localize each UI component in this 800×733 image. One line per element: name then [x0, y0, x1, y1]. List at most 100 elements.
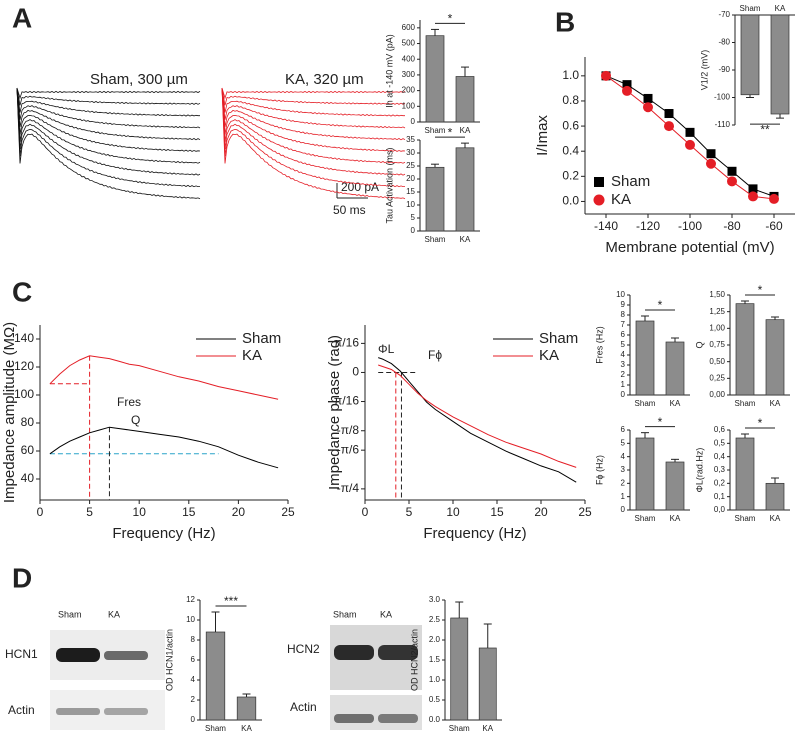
- y-tick-label: 0.5: [429, 695, 441, 704]
- trace: [16, 87, 201, 129]
- y-tick-label: 100: [402, 101, 416, 110]
- x-axis-label: Frequency (Hz): [423, 525, 526, 542]
- y-tick-label: 10: [616, 290, 625, 299]
- x-tick-label: Sham: [425, 126, 446, 135]
- y-tick-label: 1.5: [429, 655, 441, 664]
- y-tick-label: 400: [402, 54, 416, 63]
- y-tick-label: 0,75: [709, 340, 725, 349]
- trace: [16, 87, 201, 100]
- y-axis-label: V1/2 (mV): [699, 50, 709, 91]
- x-axis-label: Membrane potential (mV): [605, 239, 774, 256]
- y-axis-label: Tau Activation (ms): [384, 147, 394, 223]
- panel-label: B: [555, 6, 575, 37]
- x-tick-label: -60: [765, 219, 783, 233]
- trace: [221, 87, 406, 106]
- marker: [601, 70, 611, 81]
- y-tick-label: 1.0: [429, 675, 441, 684]
- y-tick-label: 2: [621, 370, 626, 379]
- bar: [770, 14, 790, 115]
- y-tick-label: 0.0: [429, 715, 441, 724]
- y-axis-label: Q: [694, 341, 704, 348]
- y-tick-label: 8: [621, 310, 626, 319]
- y-tick-label: 1: [621, 492, 626, 501]
- y-tick-label: 100: [14, 387, 34, 401]
- marker: [685, 127, 695, 137]
- x-tick-label: KA: [775, 4, 786, 13]
- y-tick-label: 140: [14, 331, 34, 345]
- marker: [748, 191, 758, 202]
- y-tick-label: 10: [186, 615, 195, 624]
- significance: *: [448, 125, 453, 139]
- trace: [221, 87, 406, 164]
- y-tick-label: 4: [191, 675, 196, 684]
- bar: [455, 76, 475, 123]
- y-tick-label: 8: [191, 635, 196, 644]
- trace: [16, 87, 201, 176]
- y-tick-label: -π/6: [337, 442, 360, 456]
- y-tick-label: 40: [21, 471, 35, 485]
- significance: *: [758, 283, 763, 297]
- trace: [221, 87, 406, 200]
- protein-label: Actin: [8, 703, 35, 717]
- y-tick-label: 25: [406, 161, 415, 170]
- y-tick-label: 2.5: [429, 615, 441, 624]
- trace: [16, 87, 201, 200]
- bar: [665, 461, 685, 511]
- y-axis-label: OD HCN2/actin: [409, 629, 419, 691]
- y-tick-label: 80: [21, 415, 35, 429]
- y-tick-label: 500: [402, 39, 416, 48]
- marker: [622, 85, 632, 96]
- y-tick-label: 1.0: [562, 68, 579, 82]
- x-tick-label: -120: [636, 219, 660, 233]
- series-line: [378, 364, 577, 468]
- marker: [706, 149, 716, 159]
- x-tick-label: KA: [460, 126, 471, 135]
- marker: [643, 102, 653, 113]
- x-tick-label: Sham: [205, 724, 226, 733]
- x-tick-label: Sham: [735, 399, 756, 408]
- significance: *: [658, 415, 663, 429]
- y-tick-label: 30: [406, 148, 415, 157]
- y-tick-label: 5: [621, 438, 626, 447]
- y-tick-label: 0,2: [714, 478, 726, 487]
- marker: [622, 80, 632, 90]
- x-tick-label: Sham: [740, 4, 761, 13]
- lane-label: KA: [380, 609, 392, 619]
- marker: [727, 176, 737, 187]
- x-tick-label: -100: [678, 219, 702, 233]
- y-axis-label: Fres (Hz): [594, 326, 604, 364]
- y-tick-label: 5: [411, 213, 416, 222]
- y-tick-label: 0.0: [562, 194, 579, 208]
- y-tick-label: -π/16: [330, 394, 359, 408]
- x-axis-label: Frequency (Hz): [112, 525, 215, 542]
- blot: [50, 625, 422, 730]
- bar: [635, 320, 655, 396]
- bar: [478, 647, 497, 721]
- bar: [450, 617, 469, 721]
- y-tick-label: -100: [714, 93, 731, 102]
- y-axis-label: Fϕ (Hz): [594, 455, 604, 485]
- trace: [221, 87, 406, 100]
- annotation: Q: [131, 413, 140, 427]
- annotation: ΦL: [378, 342, 395, 356]
- trace: [16, 87, 201, 106]
- y-tick-label: -80: [718, 38, 730, 47]
- x-tick-label: 0: [37, 505, 44, 519]
- y-tick-label: 4: [621, 452, 626, 461]
- scale-label: 50 ms: [333, 203, 366, 217]
- y-tick-label: 0: [411, 117, 416, 126]
- legend-label: KA: [611, 191, 631, 208]
- trace: [221, 87, 406, 152]
- y-tick-label: 1: [621, 380, 626, 389]
- y-tick-label: 2: [621, 478, 626, 487]
- x-tick-label: 25: [281, 505, 295, 519]
- y-tick-label: 0,25: [709, 373, 725, 382]
- y-tick-label: 0,5: [714, 438, 726, 447]
- x-tick-label: 10: [446, 505, 460, 519]
- lane-label: KA: [108, 609, 120, 619]
- legend-label: Sham: [539, 330, 578, 347]
- trace: [221, 87, 406, 188]
- marker: [664, 109, 674, 119]
- y-axis-label: Impedance phase (rad): [326, 335, 343, 490]
- x-tick-label: Sham: [735, 514, 756, 523]
